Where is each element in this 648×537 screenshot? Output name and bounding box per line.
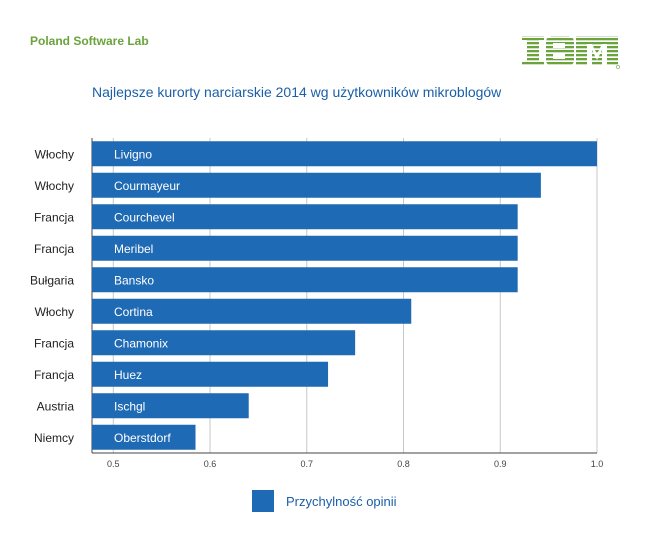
bar [92, 267, 518, 293]
bar-label: Oberstdorf [114, 431, 171, 445]
bar [92, 298, 412, 324]
x-tick-label: 0.7 [301, 459, 314, 469]
legend-label: Przychylność opinii [286, 493, 397, 509]
bar-label: Ischgl [114, 399, 145, 413]
bar [92, 393, 249, 419]
x-tick-label: 1.0 [591, 459, 604, 469]
y-tick-label: Włochy [35, 179, 74, 193]
y-tick-label: Bułgaria [30, 273, 74, 287]
x-tick-label: 0.5 [107, 459, 120, 469]
bar [92, 361, 329, 387]
x-tick-label: 0.9 [494, 459, 507, 469]
bar-label: Bansko [114, 273, 154, 287]
y-tick-label: Francja [34, 210, 74, 224]
bar [92, 141, 597, 167]
bar [92, 424, 196, 450]
y-tick-label: Francja [34, 336, 74, 350]
y-tick-label: Francja [34, 368, 74, 382]
bar-label: Chamonix [114, 336, 168, 350]
bar-label: Meribel [114, 242, 153, 256]
chart-title: Najlepsze kurorty narciarskie 2014 wg uż… [92, 84, 502, 100]
legend-swatch [252, 490, 274, 512]
y-tick-label: Austria [37, 399, 75, 413]
bar [92, 235, 518, 261]
y-tick-label: Włochy [35, 147, 74, 161]
brand-label: Poland Software Lab [30, 34, 149, 48]
bar [92, 204, 518, 230]
bar-label: Huez [114, 368, 142, 382]
bar-label: Courchevel [114, 210, 175, 224]
x-tick-label: 0.8 [397, 459, 410, 469]
bar-label: Livigno [114, 147, 152, 161]
bar-label: Cortina [114, 305, 153, 319]
y-tick-label: Francja [34, 242, 74, 256]
x-tick-label: 0.6 [204, 459, 217, 469]
legend: Przychylność opinii [252, 490, 397, 512]
bar [92, 172, 541, 198]
bar-label: Courmayeur [114, 179, 180, 193]
y-tick-label: Niemcy [34, 431, 74, 445]
y-tick-label: Włochy [35, 305, 74, 319]
ibm-logo [522, 36, 620, 69]
bar [92, 330, 356, 356]
